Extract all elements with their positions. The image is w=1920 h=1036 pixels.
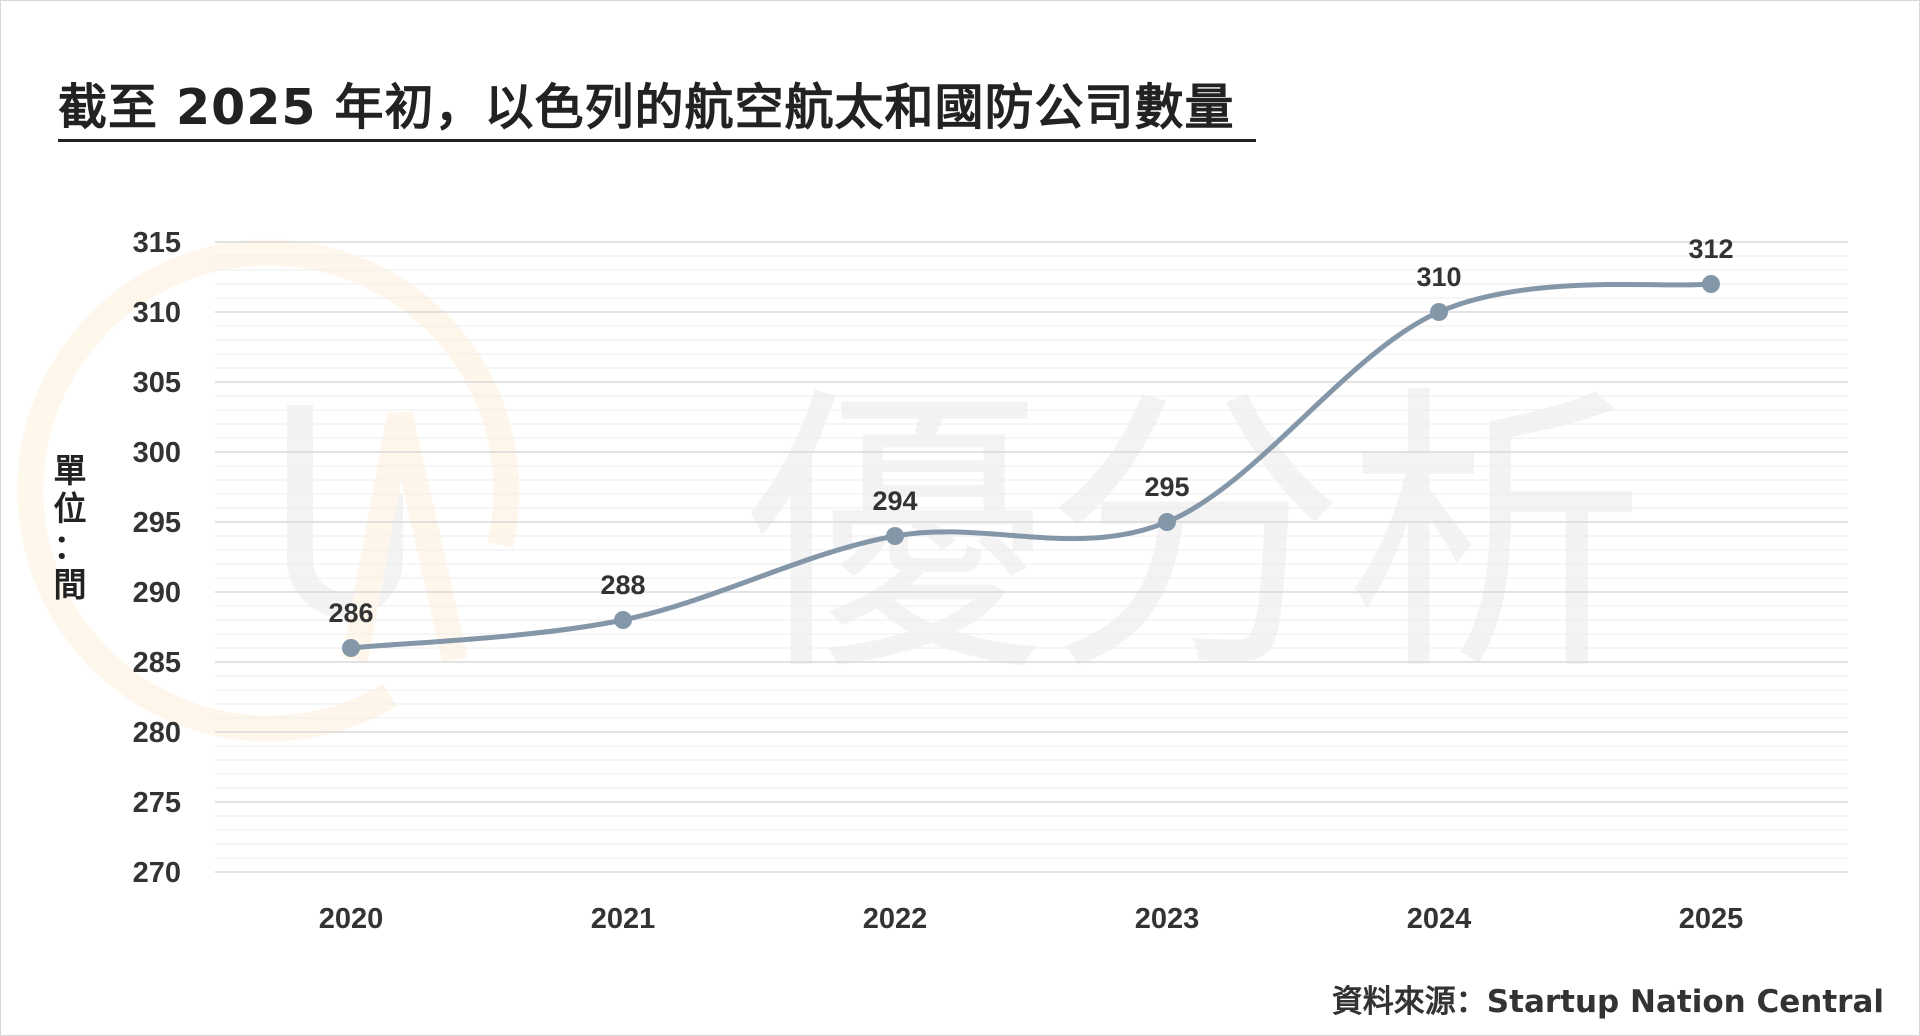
y-tick-label: 310 — [133, 297, 181, 329]
data-point — [342, 639, 360, 657]
x-tick-label: 2022 — [863, 903, 928, 935]
source-note: 資料來源：Startup Nation Central — [1331, 984, 1884, 1020]
y-tick-label: 280 — [133, 717, 181, 749]
x-tick-label: 2021 — [591, 903, 656, 935]
data-points — [342, 275, 1720, 657]
y-tick-label: 275 — [133, 787, 181, 819]
watermark: 優分析 — [17, 239, 1645, 742]
y-tick-label: 285 — [133, 647, 181, 679]
data-label: 310 — [1416, 262, 1461, 292]
data-point — [1702, 275, 1720, 293]
y-axis-ticks: 270 275 280 285 290 295 300 305 310 315 — [133, 227, 181, 889]
ua-circle-logo-icon — [17, 239, 520, 742]
y-tick-label: 315 — [133, 227, 181, 259]
data-point — [1158, 513, 1176, 531]
data-point — [1430, 303, 1448, 321]
grid — [215, 241, 1848, 873]
data-labels: 286 288 294 295 310 312 — [328, 234, 1733, 628]
chart-title: 截至 2025 年初，以色列的航空航太和國防公司數量 — [58, 79, 1235, 136]
data-label: 288 — [600, 570, 645, 600]
data-label: 286 — [328, 598, 373, 628]
x-axis-ticks: 2020 2021 2022 2023 2024 2025 — [319, 903, 1744, 935]
y-tick-label: 305 — [133, 367, 181, 399]
y-tick-label: 290 — [133, 577, 181, 609]
y-tick-label: 295 — [133, 507, 181, 539]
y-tick-label: 300 — [133, 437, 181, 469]
series-line — [348, 281, 1714, 651]
y-tick-label: 270 — [133, 857, 181, 889]
data-label: 295 — [1144, 472, 1189, 502]
x-tick-label: 2023 — [1135, 903, 1200, 935]
title-underline — [58, 139, 1256, 142]
data-label: 312 — [1688, 234, 1733, 264]
data-point — [886, 527, 904, 545]
x-tick-label: 2025 — [1679, 903, 1744, 935]
x-tick-label: 2020 — [319, 903, 384, 935]
data-label: 294 — [872, 486, 917, 516]
y-axis-unit-label: 單 位 ： 間 — [53, 451, 87, 604]
x-tick-label: 2024 — [1407, 903, 1472, 935]
data-point — [614, 611, 632, 629]
